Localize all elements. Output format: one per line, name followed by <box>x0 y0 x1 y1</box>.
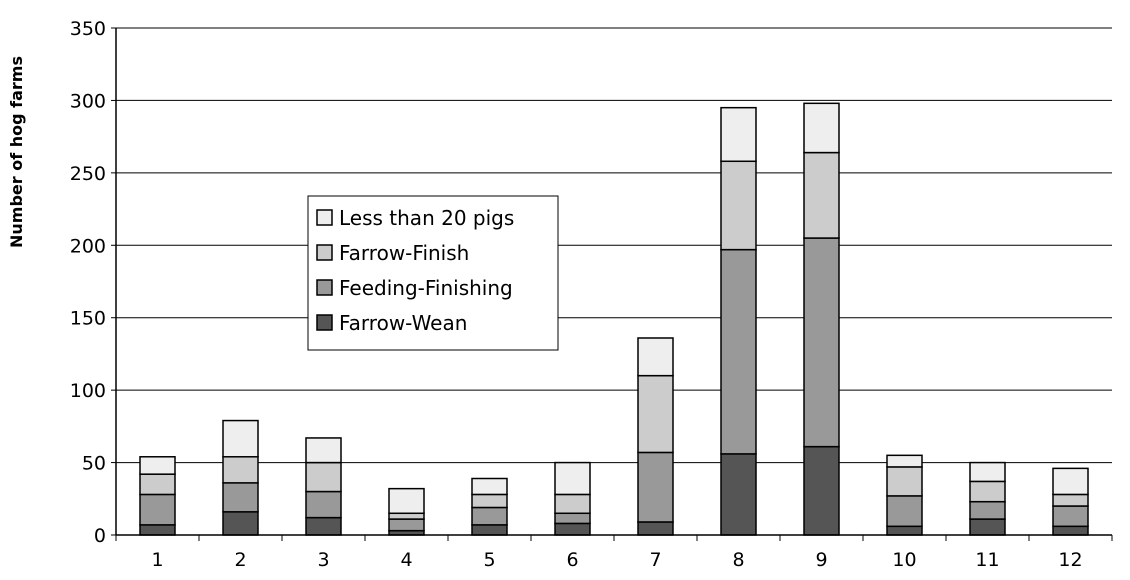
x-tick-labels: 1 2 3 4 5 6 7 8 9 10 11 12 <box>151 549 1082 571</box>
bar-segment <box>471 506 508 526</box>
bar-segment <box>139 473 176 496</box>
bar-segment <box>1052 493 1089 507</box>
bar-segment <box>637 337 674 377</box>
legend-swatch <box>316 209 333 226</box>
y-tick-label: 250 <box>70 163 106 185</box>
bar-segment <box>969 480 1006 503</box>
bar-segment <box>637 374 674 454</box>
x-tick-label: 11 <box>975 549 999 571</box>
x-tick-label: 8 <box>732 549 744 571</box>
legend-label: Farrow-Wean <box>339 311 467 335</box>
bar-segment <box>222 456 259 484</box>
bar-segment <box>886 466 923 497</box>
legend-swatch <box>316 244 333 261</box>
bar-segment <box>886 495 923 528</box>
y-tick-label: 150 <box>70 308 106 330</box>
bar-segment <box>388 487 425 515</box>
bar-segment <box>554 493 591 515</box>
bar-segment <box>471 493 508 509</box>
bar-segment <box>803 237 840 448</box>
bar-segment <box>803 151 840 239</box>
bar-segment <box>1052 505 1089 528</box>
bar-segment <box>388 518 425 532</box>
legend-label: Less than 20 pigs <box>339 206 514 230</box>
legend-swatch <box>316 279 333 296</box>
y-tick-label: 100 <box>70 380 106 402</box>
axes <box>111 27 1113 541</box>
x-tick-label: 6 <box>566 549 578 571</box>
bar-segment <box>720 160 757 251</box>
bar-segment <box>305 490 342 519</box>
bar-segment <box>720 453 757 536</box>
x-tick-label: 9 <box>815 549 827 571</box>
bar-segment <box>720 106 757 163</box>
bar-segment <box>637 451 674 523</box>
y-tick-label: 300 <box>70 90 106 112</box>
x-tick-label: 1 <box>151 549 163 571</box>
y-tick-label: 0 <box>94 525 106 547</box>
bar-segment <box>886 454 923 468</box>
bars <box>139 102 1089 536</box>
bar-segment <box>886 525 923 536</box>
legend: Less than 20 pigs Farrow-Finish Feeding-Fi… <box>307 195 559 351</box>
bar-segment <box>222 511 259 536</box>
x-tick-label: 4 <box>400 549 412 571</box>
y-tick-label: 50 <box>82 453 106 475</box>
x-tick-label: 5 <box>483 549 495 571</box>
legend-label: Farrow-Finish <box>339 241 469 265</box>
bar-segment <box>139 493 176 526</box>
bar-segment <box>969 500 1006 520</box>
bar-segment <box>803 102 840 154</box>
bar-segment <box>554 512 591 525</box>
y-axis-label: Number of hog farms <box>7 56 26 248</box>
bar-segment <box>388 512 425 520</box>
bar-segment <box>139 524 176 536</box>
bar-segment <box>554 522 591 536</box>
y-tick-labels: 0 50 100 150 200 250 300 350 <box>70 18 106 547</box>
y-tick-label: 350 <box>70 18 106 40</box>
legend-label: Feeding-Finishing <box>339 276 513 300</box>
bar-segment <box>471 477 508 496</box>
bar-segment <box>720 248 757 455</box>
bar-segment <box>969 461 1006 483</box>
bar-segment <box>305 437 342 464</box>
bar-segment <box>471 524 508 536</box>
bar-segment <box>1052 525 1089 536</box>
x-tick-label: 12 <box>1058 549 1082 571</box>
bar-segment <box>222 419 259 458</box>
bar-segment <box>803 445 840 536</box>
bar-segment <box>554 461 591 496</box>
x-tick-label: 2 <box>234 549 246 571</box>
bar-segment <box>139 456 176 475</box>
bar-segment <box>637 521 674 536</box>
bar-segment <box>305 461 342 493</box>
x-tick-label: 10 <box>892 549 916 571</box>
legend-swatch <box>316 314 333 331</box>
bar-segment <box>1052 467 1089 496</box>
y-tick-label: 200 <box>70 235 106 257</box>
gridlines <box>116 27 1112 464</box>
bar-segment <box>969 518 1006 536</box>
bar-segment <box>305 516 342 536</box>
bar-segment <box>222 482 259 513</box>
legend-box <box>307 195 559 351</box>
x-tick-label: 3 <box>317 549 329 571</box>
x-tick-label: 7 <box>649 549 661 571</box>
